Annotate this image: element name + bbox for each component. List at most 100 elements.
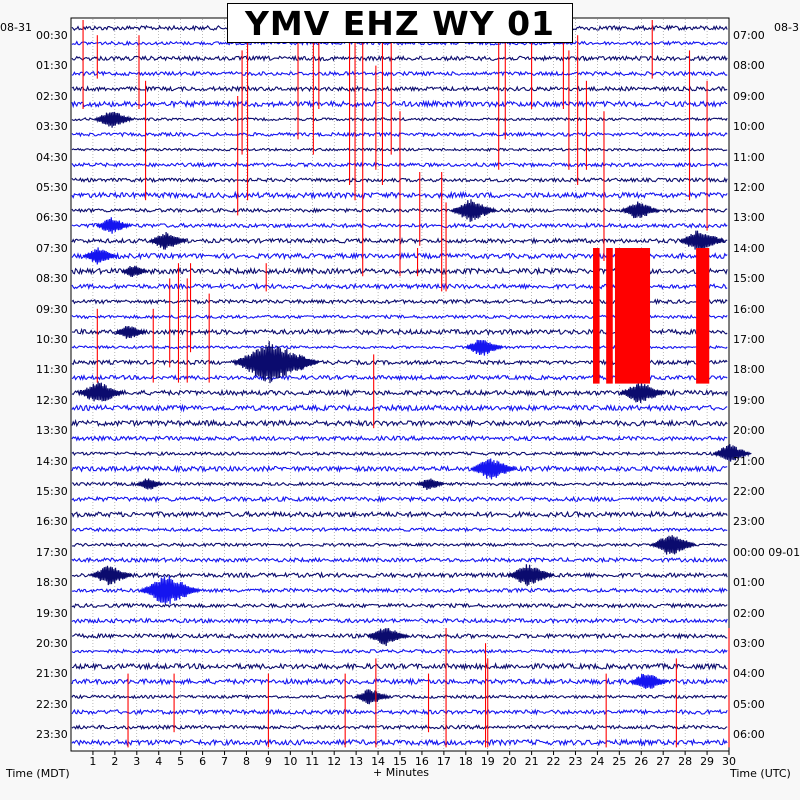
left-time-label: 16:30	[36, 515, 68, 529]
right-time-label: 16:00	[733, 302, 765, 316]
x-tick-label: 9	[265, 755, 272, 768]
left-time-label: 12:30	[36, 393, 68, 407]
event-burst	[120, 265, 148, 277]
trace-row	[71, 54, 728, 63]
trace-row	[71, 526, 728, 533]
left-time-label: 06:30	[36, 211, 68, 225]
left-time-label: 05:30	[36, 181, 68, 194]
x-tick-label: 15	[393, 755, 407, 768]
event-burst	[95, 217, 131, 234]
x-tick-label: 28	[678, 755, 692, 768]
x-axis-label: + Minutes	[373, 766, 430, 779]
left-time-label: 19:30	[36, 606, 68, 620]
event-burst	[507, 564, 554, 587]
left-time-label: 14:30	[36, 454, 68, 468]
x-tick-label: 2	[111, 755, 118, 768]
x-tick-label: 11	[305, 755, 319, 768]
event-burst	[114, 325, 146, 339]
event-burst	[650, 535, 697, 555]
trace-row	[71, 495, 728, 504]
trace-row	[71, 481, 728, 487]
event-burst	[77, 381, 125, 402]
left-time-label: 22:30	[36, 697, 68, 711]
x-tick-label: 10	[283, 755, 297, 768]
left-time-label: 11:30	[36, 363, 68, 377]
left-time-label: 13:30	[36, 424, 68, 438]
trace-row	[71, 724, 728, 731]
minute-grid	[92, 19, 708, 750]
event-burst	[712, 444, 752, 462]
trace-row	[71, 509, 728, 519]
event-marker-block	[614, 248, 651, 384]
trace-row	[71, 677, 728, 687]
right-time-label: 05:00	[733, 697, 765, 711]
x-tick-label: 27	[656, 755, 670, 768]
right-time-label: 09:00	[733, 89, 765, 103]
x-tick-label: 16	[415, 755, 429, 768]
x-tick-label: 12	[327, 755, 341, 768]
right-axis-label: Time (UTC)	[730, 767, 791, 780]
event-marker-block	[606, 248, 613, 384]
trace-row	[71, 571, 728, 580]
x-tick-label: 4	[155, 755, 162, 768]
event-burst	[450, 199, 497, 222]
trace-row	[71, 542, 728, 548]
trace-row	[71, 464, 728, 474]
right-time-label: 11:00	[733, 150, 765, 164]
x-tick-label: 8	[243, 755, 250, 768]
x-tick-label: 13	[349, 755, 363, 768]
left-time-label: 08:30	[36, 272, 68, 286]
x-tick-label: 30	[722, 755, 736, 768]
x-tick-label: 20	[503, 755, 517, 768]
x-tick-label: 26	[634, 755, 648, 768]
event-marker-block	[593, 248, 600, 384]
right-time-label: 19:00	[733, 393, 765, 407]
right-time-label: 04:00	[733, 667, 765, 681]
x-tick-label: 5	[177, 755, 184, 768]
left-time-label: 01:30	[36, 59, 68, 73]
left-time-label: 17:30	[36, 545, 68, 559]
trace-row	[71, 602, 728, 609]
left-time-label: 09:30	[36, 302, 68, 316]
event-burst	[82, 247, 118, 265]
event-burst	[470, 458, 517, 480]
event-marker-block	[696, 248, 710, 384]
x-axis-ticks: 1 2 3 4 5 6 7 8 9 10 11 12 13 14 15 16 17 18 19 20 21 22 23 24 2…	[89, 751, 736, 768]
right-time-label: 02:00	[733, 606, 765, 620]
trace-row	[71, 648, 728, 655]
chart-title: YMV EHZ WY 01	[244, 3, 556, 43]
trace-row	[71, 617, 728, 625]
event-burst	[136, 478, 164, 490]
right-time-label: 10:00	[733, 120, 765, 134]
right-time-label: 15:00	[733, 272, 765, 286]
right-time-label: 06:00	[733, 728, 765, 742]
right-time-label: 03:00	[733, 637, 765, 650]
x-tick-label: 18	[459, 755, 473, 768]
x-tick-label: 7	[221, 755, 228, 768]
trace-row	[71, 737, 728, 747]
trace-row	[71, 661, 728, 671]
x-tick-label: 22	[547, 755, 561, 768]
event-burst	[417, 478, 445, 491]
x-tick-label: 6	[199, 755, 206, 768]
left-time-label: 23:30	[36, 728, 68, 742]
event-burst	[464, 339, 504, 356]
right-time-label: 00:00 09-01	[733, 545, 800, 559]
trace-row	[71, 450, 728, 457]
event-burst	[94, 111, 134, 128]
trace-row	[71, 708, 728, 716]
left-time-label: 20:30	[36, 637, 68, 650]
chart-title-box: YMV EHZ WY 01	[227, 3, 573, 43]
right-time-label: 21:00	[733, 454, 765, 468]
trace-row	[71, 70, 728, 77]
trace-row	[71, 99, 728, 109]
x-tick-label: 19	[481, 755, 495, 768]
x-tick-label: 29	[700, 755, 714, 768]
left-time-label: 07:30	[36, 241, 68, 255]
left-time-label: 10:30	[36, 333, 68, 346]
trace-row	[71, 434, 728, 443]
right-time-label: 23:00	[733, 515, 765, 529]
left-axis-label: Time (MDT)	[6, 767, 70, 780]
right-time-label: 08:00	[733, 59, 765, 73]
right-time-label: 14:00	[733, 241, 765, 255]
